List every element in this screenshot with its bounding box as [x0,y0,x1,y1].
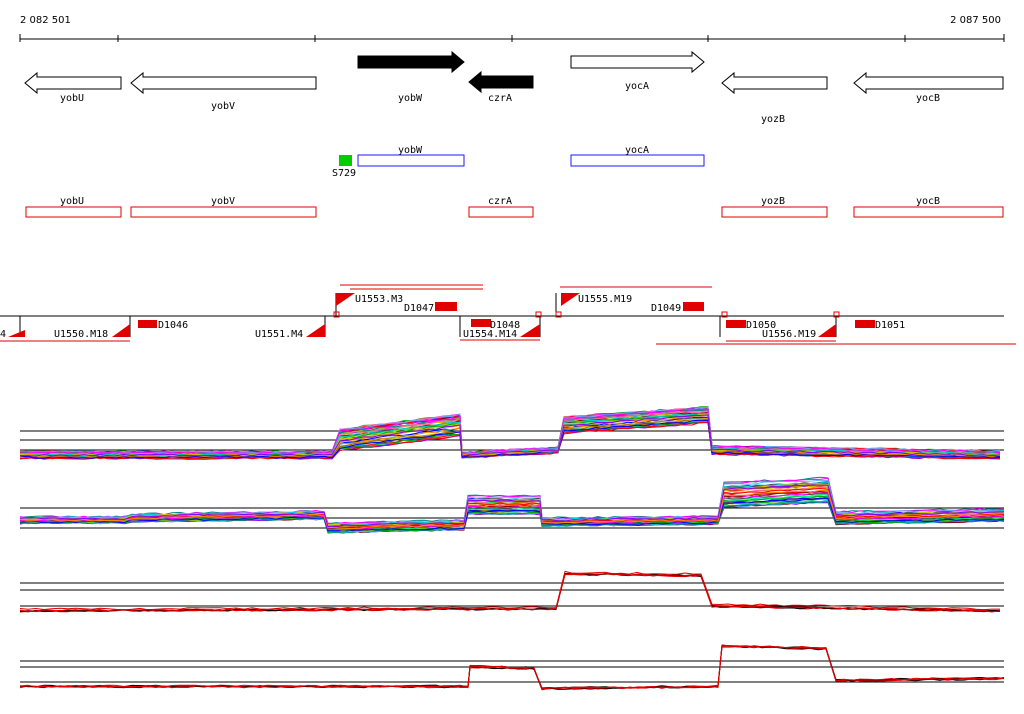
red-box-label-yozB: yozB [761,196,785,207]
red-box-yobV[interactable] [130,206,317,218]
downshift-label-D1046: D1046 [158,320,188,331]
expression-profile-line [19,645,1005,690]
expression-profile-line [19,484,1005,528]
gene-label-yozB[interactable]: yozB [761,114,785,125]
expression-profile-line [19,409,1000,455]
downshift-label-D1047: D1047 [404,303,434,314]
downshift-label-D1051: D1051 [875,320,905,331]
annotated-gene-labels: yobU yobV yobW czrA yocA yozB yocB [60,81,940,125]
upshift-label-U1555: U1555.M19 [578,294,632,305]
ruler-end-label: 2 087 500 [950,15,1001,26]
coordinate-ruler: 2 082 501 2 087 500 [19,15,1005,42]
green-marker-label: S729 [332,168,356,179]
expression-track-multicolor-2 [19,476,1005,534]
downshift-D1051[interactable] [855,320,875,328]
downshift-label-D1049: D1049 [651,303,681,314]
red-box-yozB[interactable] [721,206,828,218]
expression-profile-line [19,409,1001,455]
expression-track-summary-2 [19,644,1005,691]
blue-box-label-yobW: yobW [398,145,423,156]
expression-profile-line [19,414,1001,457]
red-feature-track: yobU yobV czrA yozB yocB [25,196,1004,218]
expression-profile-line [19,497,1005,532]
downshift-D1050[interactable] [726,320,746,328]
gene-label-yocB[interactable]: yocB [916,93,940,104]
gene-arrow-yocB[interactable] [853,71,1004,95]
expression-track-multicolor-1 [19,406,1004,460]
red-box-czrA[interactable] [468,206,534,218]
downshift-D1046[interactable] [138,320,157,328]
gene-label-yobU[interactable]: yobU [60,93,84,104]
green-marker[interactable] [339,155,352,166]
downshift-label-D1050: D1050 [746,320,776,331]
downshift-D1048[interactable] [471,319,491,327]
gene-label-yobW[interactable]: yobW [398,93,423,104]
annotated-genes-track [24,50,1004,95]
upshift-label-U1551: U1551.M4 [255,329,303,340]
expression-profile-line [19,409,1001,455]
gene-arrow-yobW[interactable] [357,50,465,74]
downshift-label-D1048: D1048 [490,320,520,331]
transcription-unit-track: 4 U1550.M18 U1551.M4 U1553.M3 U1554.M14 … [0,284,1016,345]
expression-profile-line [19,406,1001,454]
expression-profile-line [19,406,1001,454]
downshift-D1049[interactable] [683,302,704,311]
upshift-label-U1554: U1554.M14 [463,329,517,340]
gene-arrow-yocA[interactable] [570,50,705,74]
red-box-label-yobU: yobU [60,196,84,207]
gene-arrow-yobU[interactable] [24,71,122,95]
blue-feature-track: yobW yocA S729 [332,145,705,179]
red-box-label-czrA: czrA [488,196,512,207]
gene-label-yocA[interactable]: yocA [625,81,649,92]
upshift-label-U1550: U1550.M18 [54,329,108,340]
gene-arrow-czrA[interactable] [468,70,534,94]
blue-box-label-yocA: yocA [625,145,649,156]
expression-profile-line [19,407,1001,454]
blue-box-yocA[interactable] [570,154,705,167]
expression-profile-line [19,408,1001,455]
expression-profile-line [19,572,1001,613]
red-box-yocB[interactable] [853,206,1004,218]
downshift-D1047[interactable] [435,302,457,311]
expression-profile-line [19,489,1005,530]
blue-box-yobW[interactable] [357,154,465,167]
expression-track-summary-1 [19,570,1004,613]
gene-label-yobV[interactable]: yobV [211,101,235,112]
gene-arrow-yobV[interactable] [130,71,317,95]
red-box-label-yocB: yocB [916,196,940,207]
red-box-label-yobV: yobV [211,196,235,207]
upshift-label-U1556: U1556.M19 [762,329,816,340]
expression-profile-line [19,570,1000,611]
ruler-start-label: 2 082 501 [20,15,71,26]
expression-profile-line [19,406,1001,454]
gene-arrow-yozB[interactable] [721,71,828,95]
red-box-yobU[interactable] [25,206,122,218]
upshift-label-partial: 4 [0,329,6,340]
expression-profile-line [19,479,1005,526]
expression-profile-line [19,498,1005,533]
expression-profile-line [19,406,1001,454]
upshift-label-U1553: U1553.M3 [355,294,403,305]
gene-label-czrA[interactable]: czrA [488,93,512,104]
expression-profile-line [19,501,1005,534]
